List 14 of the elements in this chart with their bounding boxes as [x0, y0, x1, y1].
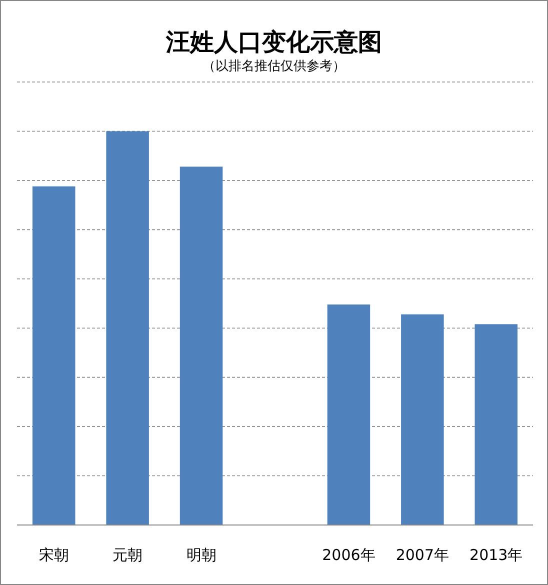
- bar: [327, 304, 370, 525]
- bar: [180, 166, 223, 525]
- x-tick-label: 2013年: [470, 546, 523, 564]
- x-tick-label: 元朝: [112, 546, 143, 564]
- x-tick-label: 2006年: [322, 546, 376, 564]
- chart-title: 汪姓人口变化示意图: [165, 27, 382, 56]
- x-tick-label: 明朝: [186, 546, 216, 564]
- x-tick-label: 2007年: [396, 546, 450, 564]
- chart-subtitle: （以排名推估仅供参考）: [202, 59, 346, 74]
- bar: [474, 324, 518, 525]
- bar: [32, 186, 76, 525]
- bar: [401, 314, 444, 525]
- bar: [106, 131, 149, 525]
- x-tick-label: 宋朝: [38, 546, 69, 564]
